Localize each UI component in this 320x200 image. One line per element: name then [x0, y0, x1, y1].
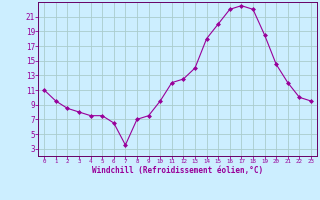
- X-axis label: Windchill (Refroidissement éolien,°C): Windchill (Refroidissement éolien,°C): [92, 166, 263, 175]
